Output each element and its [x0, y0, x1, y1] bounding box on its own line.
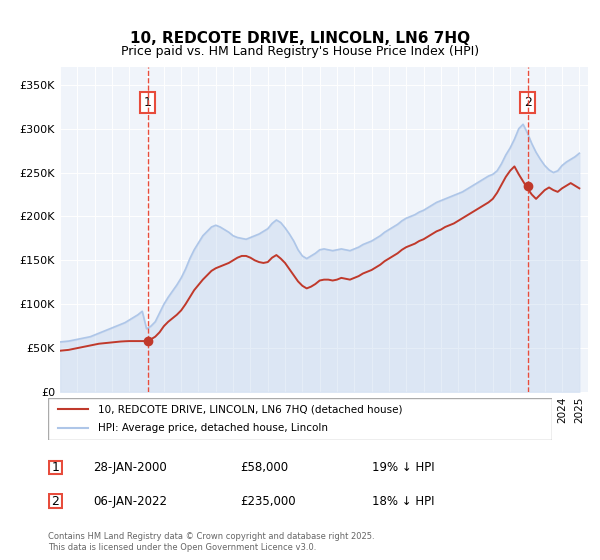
Text: £58,000: £58,000 — [240, 461, 288, 474]
Text: 2: 2 — [524, 96, 532, 109]
Text: 28-JAN-2000: 28-JAN-2000 — [93, 461, 167, 474]
Text: 10, REDCOTE DRIVE, LINCOLN, LN6 7HQ: 10, REDCOTE DRIVE, LINCOLN, LN6 7HQ — [130, 31, 470, 46]
Text: 1: 1 — [52, 461, 59, 474]
FancyBboxPatch shape — [48, 398, 552, 440]
FancyBboxPatch shape — [49, 461, 62, 474]
Text: 06-JAN-2022: 06-JAN-2022 — [93, 494, 167, 508]
Text: 19% ↓ HPI: 19% ↓ HPI — [372, 461, 434, 474]
Text: Contains HM Land Registry data © Crown copyright and database right 2025.
This d: Contains HM Land Registry data © Crown c… — [48, 532, 374, 552]
Text: £235,000: £235,000 — [240, 494, 296, 508]
Text: HPI: Average price, detached house, Lincoln: HPI: Average price, detached house, Linc… — [98, 423, 328, 433]
Text: 18% ↓ HPI: 18% ↓ HPI — [372, 494, 434, 508]
FancyBboxPatch shape — [49, 494, 62, 508]
Text: Price paid vs. HM Land Registry's House Price Index (HPI): Price paid vs. HM Land Registry's House … — [121, 45, 479, 58]
Text: 1: 1 — [144, 96, 152, 109]
Text: 10, REDCOTE DRIVE, LINCOLN, LN6 7HQ (detached house): 10, REDCOTE DRIVE, LINCOLN, LN6 7HQ (det… — [98, 404, 403, 414]
Text: 2: 2 — [52, 494, 59, 508]
